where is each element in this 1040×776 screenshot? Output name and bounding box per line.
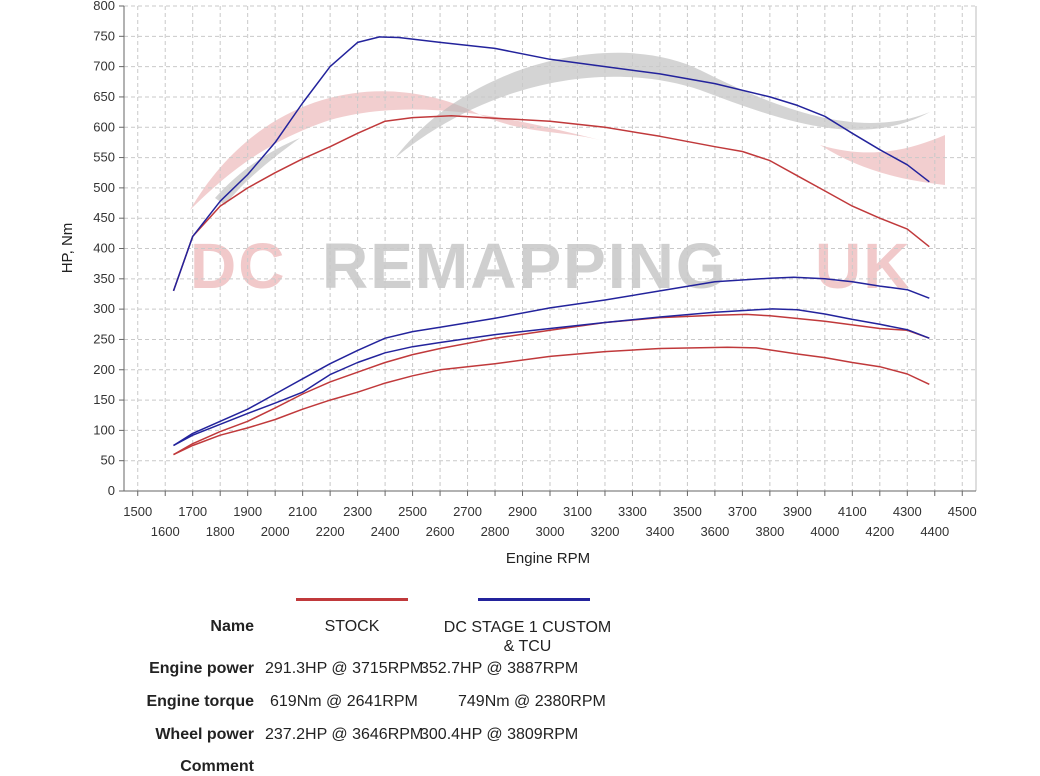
dc-name-line1: DC STAGE 1 CUSTOM [443,619,612,636]
y-tick-label: 500 [93,180,115,195]
y-tick-label: 0 [108,483,115,498]
series-line-dc-stage1-engine-power [173,276,930,447]
x-tick-label-lower: 2200 [316,524,345,539]
chart-series [172,36,930,456]
engine-torque-label: Engine torque [146,693,254,710]
y-tick-label: 400 [93,241,115,256]
x-tick-label-upper: 3300 [618,504,647,519]
x-tick-label-upper: 2900 [508,504,537,519]
watermark-text-remapping: REMAPPING [322,230,728,302]
dc-engine-power: 352.7HP @ 3887RPM [420,660,579,677]
y-tick-label: 150 [93,392,115,407]
wheel-power-label: Wheel power [155,726,254,743]
x-axis-ticks: 1500 1700 1900 2100 2300 2500 2700 2900 3100 3300… [123,491,977,539]
y-tick-label: 300 [93,301,115,316]
x-tick-label-lower: 1800 [206,524,235,539]
dc-name-line2: & TCU [503,638,552,655]
y-tick-label: 50 [101,453,115,468]
engine-power-label: Engine power [149,660,254,677]
x-tick-label-upper: 3900 [783,504,812,519]
series-line-stock-wheel-power [173,346,930,456]
stock-swatch [296,598,408,601]
y-tick-label: 550 [93,150,115,165]
series-line-stock-engine-torque [172,114,930,292]
y-tick-label: 600 [93,119,115,134]
watermark-logo: DC REMAPPING UK [190,52,945,302]
x-axis-label: Engine RPM [506,550,590,567]
series-line-dc-stage1-engine-torque [172,36,930,292]
y-tick-label: 750 [93,28,115,43]
y-tick-label: 450 [93,210,115,225]
y-tick-label: 800 [93,0,115,13]
x-tick-label-lower: 1600 [151,524,180,539]
watermark-swoosh-grey [395,52,930,158]
x-tick-label-upper: 3500 [673,504,702,519]
y-tick-label: 250 [93,331,115,346]
y-axis-ticks: 0 50 100 150 200 250 300 350 400 450 500 550 600 650 7… [93,0,124,498]
watermark-text-dc: DC [190,230,286,302]
watermark-swoosh-red-right [820,135,945,185]
watermark-text-uk: UK [815,230,911,302]
y-axis-label: HP, Nm [59,223,76,274]
dyno-chart: DC REMAPPING UK 0 50 100 150 200 250 300 350 400 45… [59,0,977,567]
x-tick-label-lower: 3000 [536,524,565,539]
name-label: Name [210,618,254,635]
dc-engine-torque: 749Nm @ 2380RPM [458,693,606,710]
x-tick-label-lower: 3600 [700,524,729,539]
x-tick-label-upper: 1700 [178,504,207,519]
y-tick-label: 350 [93,271,115,286]
x-tick-label-lower: 2600 [426,524,455,539]
x-tick-label-lower: 2000 [261,524,290,539]
stock-wheel-power: 237.2HP @ 3646RPM [265,726,424,743]
x-tick-label-upper: 1900 [233,504,262,519]
x-tick-label-lower: 4200 [865,524,894,539]
x-tick-label-upper: 2700 [453,504,482,519]
x-tick-label-lower: 3800 [755,524,784,539]
x-tick-label-upper: 3100 [563,504,592,519]
watermark-swoosh-red [190,91,600,210]
x-tick-label-upper: 4500 [948,504,977,519]
x-tick-label-lower: 2400 [371,524,400,539]
y-tick-label: 650 [93,89,115,104]
y-tick-label: 200 [93,362,115,377]
comment-label: Comment [180,758,254,775]
x-tick-label-upper: 2300 [343,504,372,519]
x-tick-label-lower: 3200 [591,524,620,539]
x-tick-label-lower: 2800 [481,524,510,539]
x-tick-label-upper: 1500 [123,504,152,519]
y-tick-label: 700 [93,59,115,74]
series-line-stock-engine-power [173,313,930,456]
stock-engine-power: 291.3HP @ 3715RPM [265,660,424,677]
dc-name: DC STAGE 1 CUSTOM & TCU [420,618,635,656]
dc-wheel-power: 300.4HP @ 3809RPM [420,726,579,743]
x-tick-label-upper: 2100 [288,504,317,519]
x-tick-label-upper: 2500 [398,504,427,519]
series-line-dc-stage1-wheel-power [173,308,930,447]
x-tick-label-lower: 3400 [645,524,674,539]
dc-swatch [478,598,590,601]
x-tick-label-upper: 4300 [893,504,922,519]
x-tick-label-upper: 4100 [838,504,867,519]
stock-engine-torque: 619Nm @ 2641RPM [270,693,418,710]
x-tick-label-lower: 4400 [920,524,949,539]
stock-name: STOCK [324,618,380,635]
x-tick-label-upper: 3700 [728,504,757,519]
x-tick-label-lower: 4000 [810,524,839,539]
y-tick-label: 100 [93,422,115,437]
